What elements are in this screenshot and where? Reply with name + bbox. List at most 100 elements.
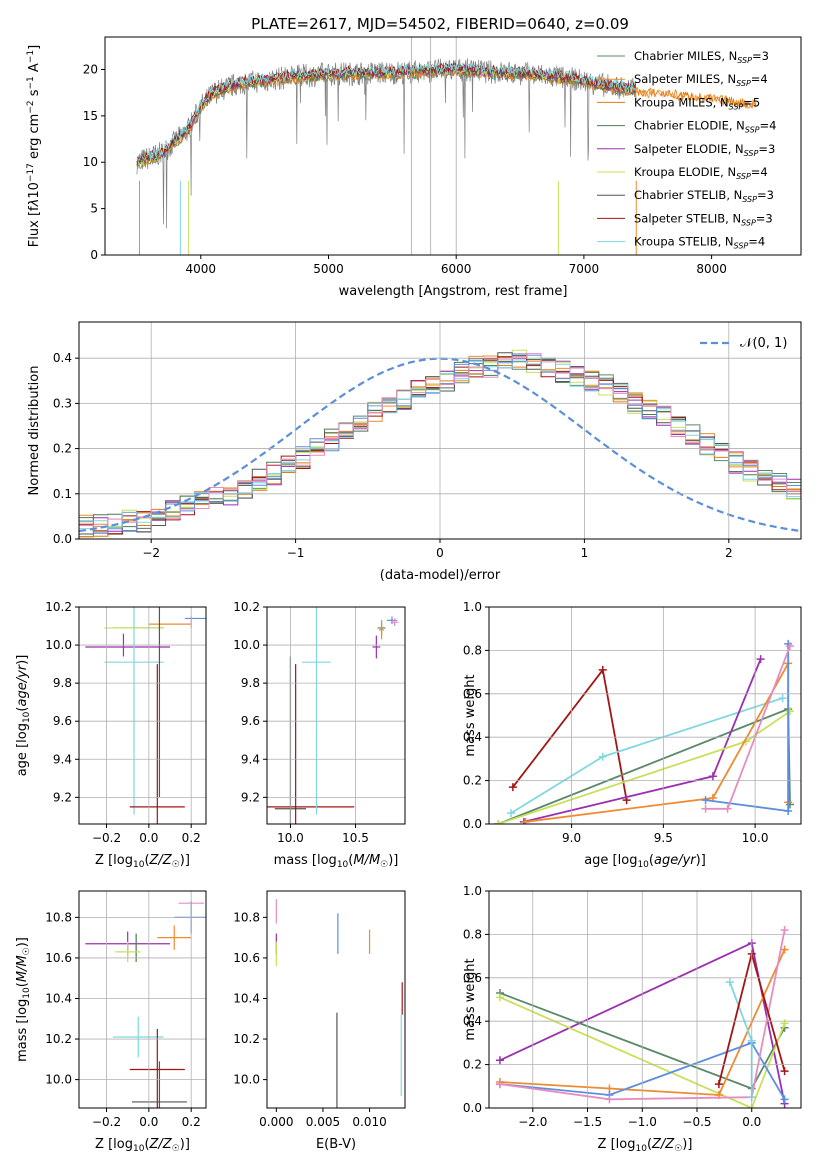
plot-area-6 (275, 899, 403, 1108)
legend-label: Chabrier STELIB, NSSP=3 (634, 188, 774, 204)
weight-marker (495, 993, 504, 1002)
y-tick-label: 10.0 (233, 1073, 260, 1087)
x-tick-label: 0.000 (259, 1115, 293, 1129)
y-tick-label: 0.2 (53, 442, 72, 456)
x-tick-label: 5000 (313, 262, 344, 276)
y-tick-label: 10.4 (233, 991, 260, 1005)
x-tick-label: 9.5 (654, 831, 673, 845)
panel-1 (79, 349, 801, 538)
weight-marker (785, 642, 794, 651)
weight-marker (780, 1095, 789, 1104)
y-tick-label: 10.0 (233, 638, 260, 652)
panel-3 (267, 607, 399, 824)
plot-area-1 (79, 349, 801, 538)
weight-line (523, 658, 762, 823)
plot-area-0 (136, 37, 757, 255)
x-tick-label: 0.010 (352, 1115, 386, 1129)
x-tick-label: 0 (436, 546, 444, 560)
x-tick-label: 10.0 (277, 831, 304, 845)
y-tick-label: 0.8 (463, 643, 482, 657)
x-tick-label: −1 (287, 546, 305, 560)
y-tick-label: 10.4 (45, 991, 72, 1005)
weight-marker (495, 1056, 504, 1065)
axes-frame (266, 890, 406, 1109)
weight-marker (756, 655, 765, 664)
y-tick-label: 10.2 (233, 600, 260, 614)
x-tick-label: −1.5 (573, 1115, 602, 1129)
y-tick-label: 0.0 (463, 817, 482, 831)
y-tick-label: 0.6 (463, 971, 482, 985)
y-tick-label: 1.0 (463, 884, 482, 898)
weight-marker (784, 806, 793, 815)
weight-line (705, 645, 791, 810)
y-tick-label: 0 (90, 248, 98, 262)
weight-marker (495, 1080, 504, 1089)
x-tick-label: 0.0 (139, 1115, 158, 1129)
x-tick-label: 0.2 (182, 1115, 201, 1129)
axes-frame (78, 890, 207, 1109)
panel-6 (275, 899, 403, 1108)
x-tick-label: 10.0 (742, 831, 769, 845)
x-tick-label: 10.5 (342, 831, 369, 845)
figure-title: PLATE=2617, MJD=54502, FIBERID=0640, z=0… (251, 15, 629, 33)
legend-label: Chabrier ELODIE, NSSP=4 (634, 119, 776, 135)
weight-marker (598, 665, 607, 674)
legend-label: Kroupa ELODIE, NSSP=4 (634, 165, 768, 181)
axes-frame (104, 36, 802, 256)
x-tick-label: −2 (142, 546, 160, 560)
y-tick-label: 10.6 (45, 951, 72, 965)
y-tick-label: 10.8 (233, 910, 260, 924)
y-tick-label: 10.2 (233, 1032, 260, 1046)
weight-marker (521, 817, 530, 824)
x-tick-label: 0.0 (742, 1115, 761, 1129)
x-tick-label: 8000 (696, 262, 727, 276)
y-axis-label: Flux [fλ10−17 erg cm−2 s−1 A−1] (26, 45, 42, 247)
y-tick-label: 10.0 (45, 638, 72, 652)
y-tick-label: 0.8 (463, 927, 482, 941)
x-tick-label: −1.0 (628, 1115, 657, 1129)
x-axis-label: age [log10(age/yr)] (584, 853, 706, 870)
y-tick-label: 10.0 (45, 1073, 72, 1087)
x-tick-label: −0.5 (682, 1115, 711, 1129)
panel-2 (85, 607, 206, 824)
x-axis-label: E(B-V) (316, 1137, 356, 1152)
y-tick-label: 9.8 (241, 676, 260, 690)
weight-marker (701, 804, 710, 813)
weight-marker (780, 926, 789, 935)
x-tick-label: 0.0 (139, 831, 158, 845)
y-tick-label: 0.2 (463, 774, 482, 788)
weight-line (499, 1041, 786, 1100)
x-axis-label: Z [log10(Z/Z☉)] (95, 1137, 190, 1154)
y-tick-label: 0.6 (463, 687, 482, 701)
model-curve (136, 62, 636, 162)
x-tick-label: 4000 (186, 262, 217, 276)
model-curve (136, 63, 636, 165)
legend-label: Salpeter MILES, NSSP=4 (634, 72, 768, 88)
weight-marker (494, 820, 503, 824)
x-axis-label: (data-model)/error (380, 568, 501, 583)
panel-4 (494, 639, 794, 824)
y-tick-label: 10 (83, 155, 98, 169)
x-axis-label: Z [log10(Z/Z☉)] (598, 1137, 693, 1154)
y-tick-label: 9.6 (241, 714, 260, 728)
weight-marker (780, 1019, 789, 1028)
y-tick-label: 9.2 (53, 790, 72, 804)
x-tick-label: −0.2 (92, 1115, 121, 1129)
weight-marker (598, 752, 607, 761)
y-tick-label: 0.3 (53, 396, 72, 410)
y-tick-label: 1.0 (463, 600, 482, 614)
y-axis-label: mass weight (463, 674, 478, 756)
legend-label: Kroupa STELIB, NSSP=4 (634, 235, 765, 251)
panel-5 (85, 901, 206, 1108)
weight-marker (708, 772, 717, 781)
axes-frame (488, 890, 802, 1109)
y-tick-label: 20 (83, 62, 98, 76)
y-axis-label: mass [log10(M/M☉)] (15, 937, 32, 1062)
weight-marker (605, 1095, 614, 1104)
legend-label: Salpeter ELODIE, NSSP=3 (634, 142, 775, 158)
legend-label: 𝒩(0, 1) (740, 336, 787, 351)
plot-area-2 (85, 607, 206, 824)
weight-marker (714, 1080, 723, 1089)
y-tick-label: 15 (83, 109, 98, 123)
